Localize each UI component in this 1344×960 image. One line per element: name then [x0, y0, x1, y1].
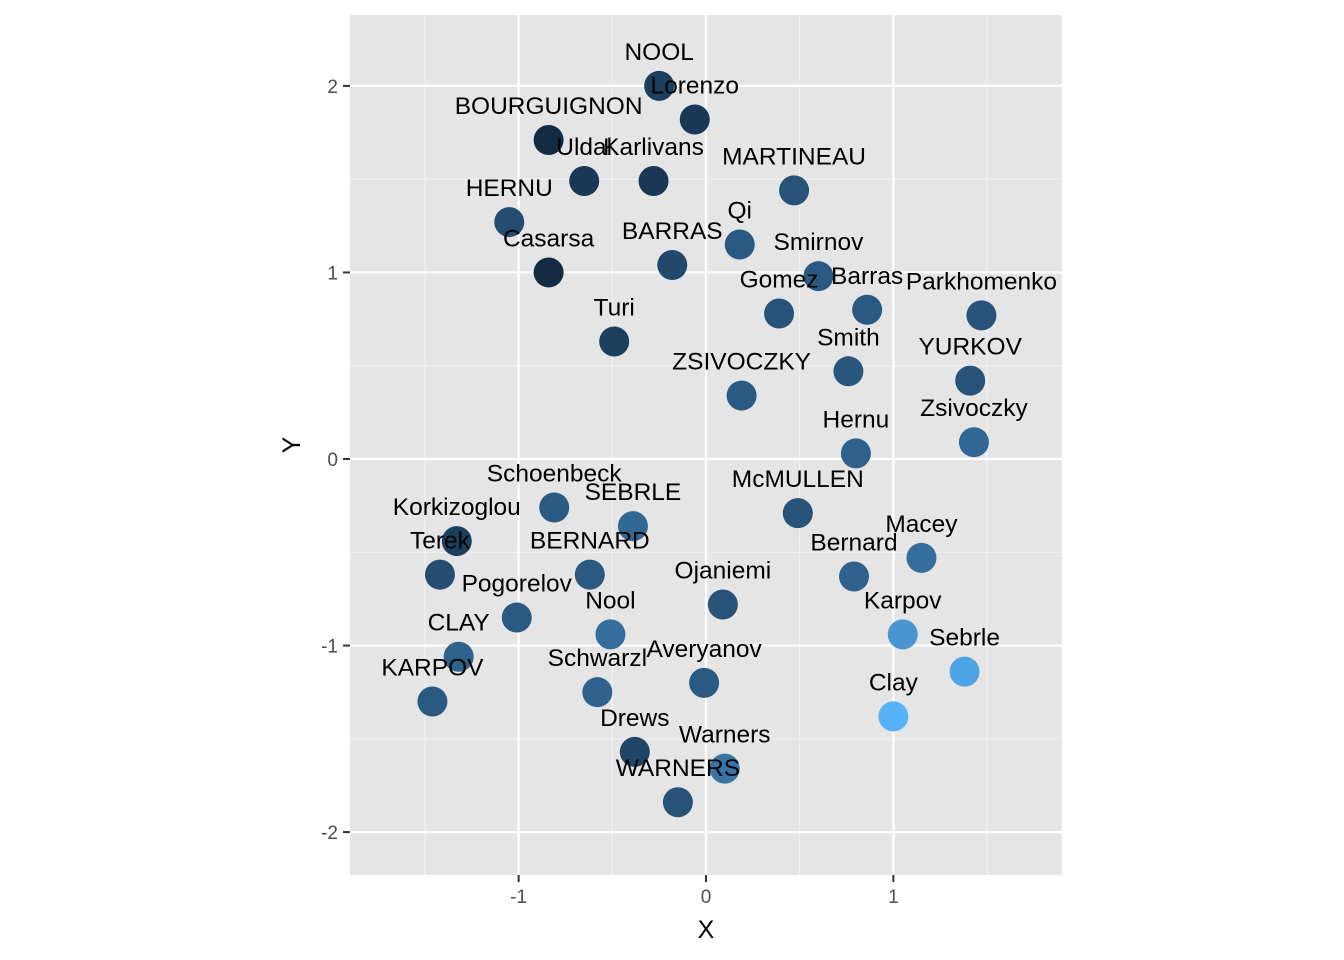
data-point [644, 70, 675, 101]
data-point [689, 667, 720, 698]
data-point [724, 229, 755, 260]
data-point [782, 498, 813, 529]
point-label: BARRAS [622, 218, 723, 245]
point-label: Karlivans [603, 134, 704, 161]
data-point [539, 492, 570, 523]
data-point [779, 175, 810, 206]
point-label: BERNARD [530, 528, 650, 555]
data-point [494, 207, 525, 238]
point-label: Nool [585, 587, 635, 614]
point-label: Qi [727, 197, 752, 224]
data-point [619, 736, 650, 767]
major-gridlines [350, 15, 1062, 875]
point-label: SEBRLE [585, 479, 682, 506]
data-point [424, 559, 455, 590]
point-label: Sebrle [929, 625, 1000, 652]
y-tick-label: -1 [321, 637, 338, 658]
point-label: BOURGUIGNON [455, 93, 643, 120]
data-point [958, 427, 989, 458]
data-point [679, 104, 710, 135]
data-point [595, 619, 626, 650]
point-label: Smirnov [773, 229, 864, 256]
data-point [878, 701, 909, 732]
point-label: Terek [410, 528, 471, 555]
data-point [833, 356, 864, 387]
y-tick-label: 1 [327, 263, 338, 284]
point-label: Barras [831, 263, 903, 290]
point-label: Gomez [740, 266, 819, 293]
data-point [966, 300, 997, 331]
data-point [441, 526, 472, 557]
data-point [955, 365, 986, 396]
data-point [709, 753, 740, 784]
data-point [582, 677, 613, 708]
axes: -1 0 1 -2 -1 0 1 2 [321, 77, 899, 908]
point-label: Smith [817, 324, 880, 351]
point-label: Casarsa [503, 225, 595, 252]
data-point [839, 561, 870, 592]
y-tick-label: 2 [327, 77, 338, 98]
point-label: HERNU [466, 175, 553, 202]
point-label: Parkhomenko [906, 268, 1057, 295]
data-point [764, 298, 795, 329]
data-point [617, 511, 648, 542]
point-label: Hernu [823, 406, 890, 433]
data-point [638, 166, 669, 197]
x-tick-label: 1 [888, 887, 899, 908]
y-tick-label: 0 [327, 450, 338, 471]
point-label: Korkizoglou [393, 494, 521, 521]
point-label: Zsivoczky [920, 395, 1028, 422]
point-label: Schwarzl [548, 645, 647, 672]
data-points [417, 70, 997, 818]
point-label: Drews [600, 705, 669, 732]
data-point [803, 261, 834, 292]
data-point [533, 257, 564, 288]
y-axis-title: Y [278, 436, 306, 453]
point-label: Pogorelov [462, 571, 573, 598]
point-label: Uldal [556, 134, 612, 161]
point-label: ZSIVOCZKY [672, 349, 811, 376]
data-point [599, 326, 630, 357]
point-label: Clay [869, 669, 919, 696]
point-label: Lorenzo [650, 72, 739, 99]
point-label: Ojaniemi [675, 558, 772, 585]
data-point [707, 589, 738, 620]
data-point [657, 249, 688, 280]
point-label: Karpov [864, 587, 942, 614]
data-point [417, 686, 448, 717]
data-point [662, 787, 693, 818]
data-point [569, 166, 600, 197]
x-tick-label: 0 [701, 887, 712, 908]
data-point [574, 559, 605, 590]
y-tick-label: -2 [321, 823, 338, 844]
data-point [887, 619, 918, 650]
data-point [906, 542, 937, 573]
point-label: NOOL [624, 39, 693, 66]
point-label: McMULLEN [732, 466, 864, 493]
data-point [501, 602, 532, 633]
data-point [443, 641, 474, 672]
point-label: CLAY [428, 610, 490, 637]
point-label: Bernard [810, 530, 897, 557]
point-label: Schoenbeck [487, 460, 623, 487]
data-point [726, 380, 757, 411]
point-label: Macey [885, 511, 958, 538]
point-label: KARPOV [381, 655, 484, 682]
point-label: Turi [594, 294, 635, 321]
point-label: Averyanov [646, 636, 762, 663]
data-point [840, 438, 871, 469]
point-label: Warners [679, 722, 771, 749]
x-axis-title: X [698, 916, 715, 944]
point-label: MARTINEAU [722, 143, 866, 170]
point-label: WARNERS [616, 755, 740, 782]
point-label: YURKOV [918, 334, 1022, 361]
data-point [852, 294, 883, 325]
x-tick-label: -1 [510, 887, 527, 908]
data-point [533, 124, 564, 155]
data-point [949, 656, 980, 687]
